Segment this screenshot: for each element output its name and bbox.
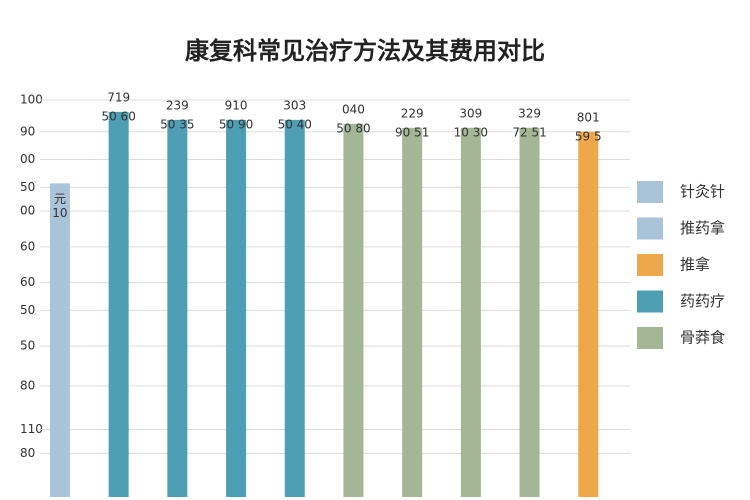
bar [343,123,364,497]
y-tick-label: 110 [20,422,43,436]
sub-label: 50 35 [160,117,194,131]
legend-label: 推药拿 [680,219,725,237]
y-tick-label: 90 [20,124,35,138]
bar [578,131,599,497]
legend-label: 推拿 [680,256,710,274]
sub-label: 50 90 [219,117,253,131]
value-label: 元 [54,192,66,206]
sub-label: 90 51 [395,125,429,139]
legend-swatch [637,217,663,240]
bar [402,127,423,497]
y-tick-label: 00 [20,152,35,166]
legend-label: 针灸针 [680,183,725,201]
value-label: 329 [518,106,541,120]
y-tick-label: 100 [20,93,43,107]
y-tick-label: 80 [20,446,35,460]
value-label: 229 [401,106,424,120]
y-tick-label: 00 [20,204,35,218]
legend-label: 骨莽食 [680,329,725,347]
bar [284,119,305,497]
value-label: 309 [459,106,482,120]
legend-swatch [637,181,663,203]
value-label: 303 [283,98,306,112]
value-label: 719 [107,90,130,104]
y-tick-label: 50 [20,303,35,317]
sub-label: 72 51 [512,125,546,139]
legend-swatch [637,327,663,349]
sub-label: 59 5 [575,129,602,143]
legend-label: 药药疗 [680,292,725,310]
y-tick-label: 50 [20,180,35,194]
sub-label: 10 30 [454,125,488,139]
bar [460,127,481,497]
value-label: 040 [342,102,365,116]
sub-label: 10 [52,206,67,220]
chart-title: 康复科常见治疗方法及其费用对比 [185,37,545,65]
bar [49,183,70,497]
y-tick-label: 60 [20,239,35,253]
sub-label: 50 80 [336,121,370,135]
bar [108,111,129,497]
y-tick-label: 50 [20,339,35,353]
legend-swatch [637,290,663,313]
sub-label: 50 60 [101,109,135,123]
legend-swatch [637,254,663,276]
bar [519,127,540,497]
value-label: 801 [577,110,600,124]
y-tick-label: 80 [20,378,35,392]
value-label: 910 [225,98,248,112]
bar [167,119,188,497]
sub-label: 50 40 [278,117,312,131]
value-label: 239 [166,98,189,112]
bar [226,119,247,497]
y-tick-label: 60 [20,275,35,289]
